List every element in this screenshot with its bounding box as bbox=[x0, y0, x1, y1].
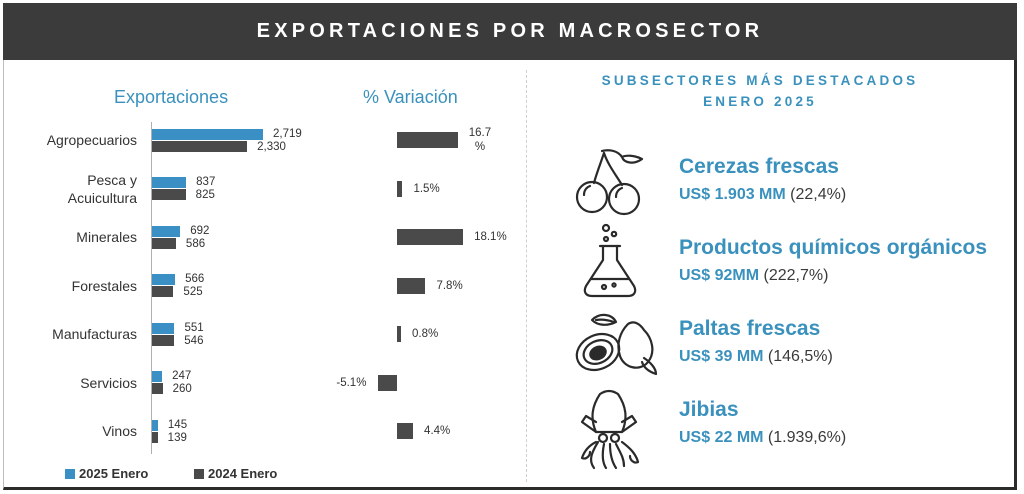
squid-icon bbox=[580, 389, 640, 470]
variation-bar bbox=[397, 180, 403, 197]
value-label-2024: 2,330 bbox=[257, 140, 286, 153]
exports-title: Exportaciones bbox=[114, 87, 229, 107]
value-label-2024: 260 bbox=[172, 383, 192, 396]
variation-bar bbox=[397, 423, 414, 440]
variation-label: 4.4% bbox=[424, 425, 451, 438]
value-label-2024: 586 bbox=[185, 237, 206, 250]
bar-2024 bbox=[152, 237, 176, 249]
variation-title: % Variación bbox=[363, 87, 458, 107]
value-label-2024: 139 bbox=[167, 431, 187, 444]
bar-2025 bbox=[152, 419, 158, 431]
variation-label: 18.1% bbox=[474, 231, 507, 244]
subsector-value: US$ 92MM bbox=[679, 267, 760, 284]
bar-2024 bbox=[152, 140, 248, 152]
bar-2025 bbox=[152, 274, 176, 286]
subsector-change: (1.939,6%) bbox=[767, 429, 847, 446]
category-label-line: Minerales bbox=[76, 229, 137, 246]
subsector-name: Jibias bbox=[679, 398, 739, 421]
variation-label: 1.5% bbox=[413, 182, 440, 195]
value-label-2025: 247 bbox=[172, 370, 192, 383]
cherries-icon bbox=[575, 149, 644, 216]
category-label: Vinos bbox=[9, 422, 137, 440]
bar-2024 bbox=[152, 189, 186, 201]
subsectors-subtitle: ENERO 2025 bbox=[703, 94, 817, 109]
bar-2025 bbox=[152, 225, 181, 237]
legend-label-2024: 2024 Enero bbox=[208, 466, 278, 481]
category-label-line: Manufacturas bbox=[52, 326, 137, 343]
category-label: Agropecuarios bbox=[9, 131, 137, 149]
subsector-name: Cerezas frescas bbox=[679, 155, 839, 178]
subsector-name: Paltas frescas bbox=[679, 317, 821, 340]
legend-2025: 2025 Enero bbox=[65, 466, 148, 481]
variation-label: 7.8% bbox=[436, 279, 463, 292]
bar-2024 bbox=[152, 431, 158, 443]
subsector-value: US$ 1.903 MM bbox=[679, 186, 786, 203]
subsector-change: (22,4%) bbox=[790, 186, 847, 203]
variation-label: 16.7 % bbox=[468, 127, 492, 154]
variation-bar bbox=[397, 277, 426, 294]
category-label-line: Acuicultura bbox=[67, 189, 137, 206]
value-label-2024: 546 bbox=[184, 334, 204, 347]
bar-2024 bbox=[152, 286, 174, 298]
subsectors-title: SUBSECTORES MÁS DESTACADOS bbox=[601, 73, 919, 88]
subsector-name: Productos químicos orgánicos bbox=[679, 236, 988, 259]
subsector-value-row: US$ 92MM (222,7%) bbox=[679, 267, 828, 285]
avocado-icon bbox=[575, 313, 658, 376]
bar-2025 bbox=[152, 128, 263, 140]
value-label-2024: 525 bbox=[183, 286, 203, 299]
legend-swatch-2024 bbox=[194, 468, 204, 479]
category-label-line: Agropecuarios bbox=[46, 132, 137, 149]
bar-2024 bbox=[152, 334, 175, 346]
variation-bar bbox=[378, 374, 397, 391]
bar-2025 bbox=[152, 371, 163, 383]
category-label-line: Pesca y bbox=[87, 171, 137, 188]
subsector-value: US$ 39 MM bbox=[679, 348, 764, 365]
value-label-2025: 837 bbox=[196, 176, 216, 189]
bar-2025 bbox=[152, 177, 187, 189]
subsector-value: US$ 22 MM bbox=[679, 429, 764, 446]
subsector-change: (146,5%) bbox=[767, 348, 833, 365]
category-label: Pesca y Acuicultura bbox=[9, 171, 137, 207]
value-label-2025: 145 bbox=[167, 418, 188, 431]
subsector-value-row: US$ 39 MM (146,5%) bbox=[679, 348, 833, 366]
variation-bar bbox=[397, 229, 464, 246]
exports-axis-line bbox=[151, 122, 152, 454]
category-label: Manufacturas bbox=[9, 325, 137, 343]
subsector-value-row: US$ 1.903 MM (22,4%) bbox=[679, 186, 846, 204]
value-label-2025: 551 bbox=[184, 321, 204, 334]
header-banner: EXPORTACIONES POR MACROSECTOR bbox=[3, 3, 1017, 60]
bar-2025 bbox=[152, 322, 175, 334]
value-label-2025: 2,719 bbox=[273, 127, 302, 140]
panel-divider bbox=[526, 70, 527, 482]
category-label-line: Servicios bbox=[80, 374, 137, 391]
subsector-change: (222,7%) bbox=[763, 267, 829, 284]
value-label-2024: 825 bbox=[195, 189, 215, 202]
category-label: Servicios bbox=[9, 374, 137, 392]
variation-bar bbox=[397, 326, 401, 343]
legend-swatch-2025 bbox=[65, 468, 75, 479]
page-title: EXPORTACIONES POR MACROSECTOR bbox=[256, 20, 764, 42]
subsector-value-row: US$ 22 MM (1.939,6%) bbox=[679, 429, 846, 447]
legend-2024: 2024 Enero bbox=[194, 466, 277, 481]
variation-bar bbox=[397, 132, 458, 149]
category-label: Forestales bbox=[9, 277, 137, 295]
category-label-line: Vinos bbox=[102, 423, 137, 440]
legend-label-2025: 2025 Enero bbox=[79, 466, 149, 481]
category-label: Minerales bbox=[9, 228, 137, 246]
bar-2024 bbox=[152, 383, 163, 395]
category-label-line: Forestales bbox=[71, 277, 137, 294]
flask-icon bbox=[583, 223, 637, 298]
value-label-2025: 566 bbox=[185, 273, 205, 286]
variation-label: -5.1% bbox=[336, 376, 367, 389]
variation-label: 0.8% bbox=[412, 328, 439, 341]
value-label-2025: 692 bbox=[190, 224, 210, 237]
